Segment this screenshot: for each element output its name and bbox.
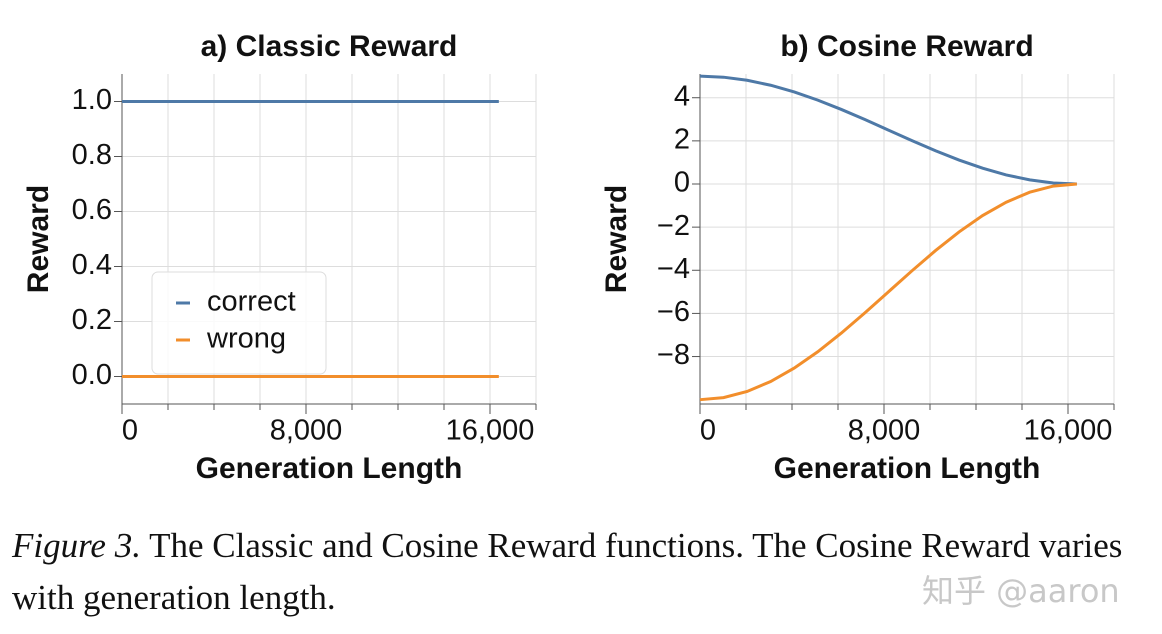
y-tick-label: 0.6 xyxy=(72,194,112,226)
x-tick-label: 0 xyxy=(700,415,716,447)
caption: Figure 3. The Classic and Cosine Reward … xyxy=(12,520,1152,624)
x-tick-label: 8,000 xyxy=(848,415,921,447)
y-tick-label: −6 xyxy=(657,296,690,328)
y-axis-label: Reward xyxy=(22,185,55,293)
y-tick-label: 4 xyxy=(674,80,690,112)
y-tick-label: −8 xyxy=(657,339,690,371)
line-series xyxy=(699,182,1077,402)
x-tick-label: 16,000 xyxy=(1024,415,1113,447)
x-tick-label: 16,000 xyxy=(446,415,535,447)
x-axis-label: Generation Length xyxy=(196,452,463,485)
chart-title: b) Cosine Reward xyxy=(780,30,1033,63)
x-tick-label: 8,000 xyxy=(270,415,343,447)
x-axis-label: Generation Length xyxy=(774,452,1041,485)
caption-text: The Classic and Cosine Reward functions.… xyxy=(12,526,1123,617)
y-tick-label: 0.8 xyxy=(72,139,112,171)
y-tick-label: 0.4 xyxy=(72,249,112,281)
y-tick-label: 1.0 xyxy=(72,84,112,116)
legend-label: wrong xyxy=(206,323,286,355)
y-tick-label: 0.2 xyxy=(72,304,112,336)
y-tick-label: 0 xyxy=(674,167,690,199)
y-axis-label: Reward xyxy=(600,185,633,293)
y-tick-label: −4 xyxy=(657,253,690,285)
line-series xyxy=(699,74,1077,186)
legend-box xyxy=(151,271,327,375)
caption-label: Figure 3. xyxy=(12,526,141,565)
y-tick-label: 0.0 xyxy=(72,359,112,391)
watermark: 知乎 @aaron xyxy=(922,572,1120,610)
y-tick-label: −2 xyxy=(657,210,690,242)
y-tick-label: 2 xyxy=(674,124,690,156)
x-tick-label: 0 xyxy=(122,415,138,447)
legend-label: correct xyxy=(207,286,296,318)
chart-title: a) Classic Reward xyxy=(201,30,458,63)
figure: a) Classic Reward Generation Length Reward… xyxy=(22,30,1115,485)
